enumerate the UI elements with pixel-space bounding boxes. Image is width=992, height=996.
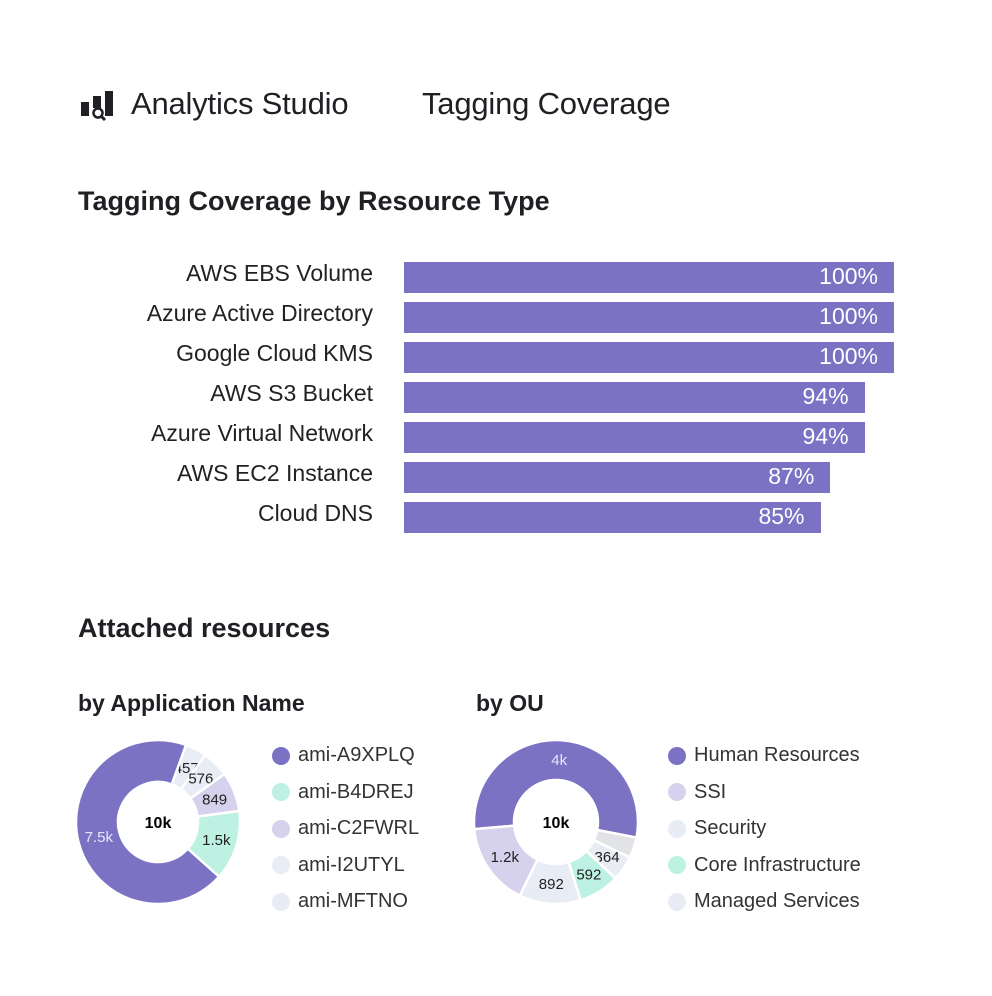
legend-swatch — [272, 856, 290, 874]
bar-label: Google Cloud KMS — [176, 340, 373, 366]
bar-label: Cloud DNS — [257, 500, 373, 526]
bar: 100% — [404, 262, 894, 293]
bar-label: AWS EC2 Instance — [176, 460, 373, 486]
bar: 87% — [404, 462, 831, 493]
legend-label: ami-I2UTYL — [298, 853, 405, 876]
bar: 85% — [404, 502, 821, 533]
page-title: Tagging Coverage — [422, 86, 671, 121]
bar-chart-search-icon — [81, 91, 113, 122]
slice-label: 892 — [539, 876, 564, 893]
legend-label: Security — [694, 817, 767, 839]
donut-center-label: 10k — [145, 815, 172, 832]
legend-item: Human Resources — [668, 744, 860, 767]
bar-value-label: 100% — [819, 343, 878, 369]
legend-item: ami-C2FWRL — [272, 817, 419, 840]
donut-slice — [472, 824, 540, 898]
bar-label: AWS S3 Bucket — [210, 380, 373, 406]
legend-swatch — [272, 746, 290, 765]
bar-value-label: 100% — [819, 263, 878, 289]
legend-item: Security — [668, 817, 766, 840]
legend-swatch — [272, 819, 290, 838]
bar-chart-title: Tagging Coverage by Resource Type — [78, 186, 550, 216]
legend-label: Managed Services — [694, 890, 860, 912]
legend-item: ami-I2UTYL — [272, 854, 405, 877]
legend-swatch — [668, 746, 686, 765]
legend-item: Managed Services — [668, 890, 860, 913]
legend-label: ami-A9XPLQ — [298, 744, 415, 766]
bar-label: Azure Active Directory — [146, 300, 373, 326]
donut-ou-title: by OU — [476, 690, 544, 716]
slice-label: 7.5k — [85, 829, 114, 846]
bar: 100% — [404, 342, 894, 373]
legend-swatch — [668, 856, 686, 874]
bar-label: AWS EBS Volume — [185, 260, 373, 286]
bar: 94% — [404, 382, 865, 413]
section-title: Attached resources — [78, 613, 331, 643]
legend-swatch — [668, 819, 686, 838]
app-name: Analytics Studio — [131, 86, 349, 121]
legend-label: ami-B4DREJ — [298, 780, 414, 803]
bar: 100% — [404, 302, 894, 333]
bar: 94% — [404, 422, 865, 453]
donut-app-title: by Application Name — [78, 690, 305, 716]
bar-value-label: 94% — [802, 383, 849, 409]
legend-item: Core Infrastructure — [668, 854, 861, 877]
legend-label: Human Resources — [694, 744, 860, 766]
donut-slice — [472, 738, 640, 840]
legend-label: SSI — [694, 780, 727, 803]
slice-label: 1.5k — [202, 832, 231, 849]
legend-label: Core Infrastructure — [694, 853, 861, 876]
legend-swatch — [272, 892, 290, 911]
bar-label: Azure Virtual Network — [151, 420, 373, 446]
slice-label: 592 — [576, 867, 601, 884]
bar-value-label: 85% — [758, 503, 805, 529]
legend-item: SSI — [668, 781, 726, 804]
legend-swatch — [668, 783, 686, 801]
bar-value-label: 100% — [819, 303, 878, 329]
donut-center-label: 10k — [543, 815, 570, 832]
legend-swatch — [272, 783, 290, 801]
legend-label: ami-MFTNO — [298, 890, 408, 912]
slice-label: 4k — [551, 752, 567, 769]
slice-label: 1.2k — [491, 849, 520, 866]
donut-slice — [74, 738, 221, 906]
bar-value-label: 94% — [802, 423, 849, 449]
slice-label: 849 — [202, 791, 227, 808]
bar-value-label: 87% — [768, 463, 815, 489]
legend-item: ami-A9XPLQ — [272, 744, 415, 767]
legend-item: ami-MFTNO — [272, 890, 408, 913]
legend-swatch — [668, 892, 686, 911]
slice-label: 576 — [188, 771, 213, 788]
slice-label: 364 — [595, 849, 620, 866]
legend-label: ami-C2FWRL — [298, 817, 420, 839]
legend-item: ami-B4DREJ — [272, 781, 414, 804]
